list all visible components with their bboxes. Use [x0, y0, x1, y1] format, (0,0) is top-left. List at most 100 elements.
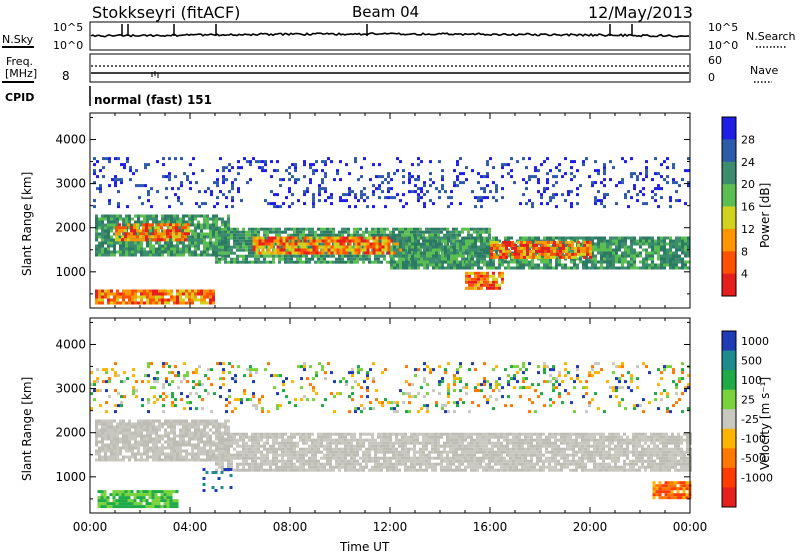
data-cell [236, 261, 239, 264]
data-cell [182, 423, 185, 426]
data-cell [170, 218, 173, 221]
data-cell [663, 237, 666, 240]
data-cell [101, 245, 104, 248]
data-cell [107, 423, 110, 426]
data-cell [633, 243, 636, 246]
data-cell [299, 457, 302, 460]
data-cell [278, 234, 281, 237]
data-cell [131, 302, 134, 305]
data-cell [215, 255, 218, 258]
data-cell [305, 460, 308, 463]
data-cell [290, 445, 293, 448]
data-cell [230, 228, 233, 231]
data-cell [200, 450, 203, 453]
data-cell [474, 252, 477, 255]
data-cell [170, 251, 173, 254]
data-cell [586, 244, 589, 247]
data-cell [350, 460, 353, 463]
data-cell [630, 249, 633, 252]
data-cell [287, 261, 290, 264]
data-cell [352, 240, 355, 243]
data-cell [125, 290, 128, 293]
data-cell [332, 433, 335, 436]
data-cell [227, 454, 230, 457]
data-cell [340, 252, 343, 255]
data-cell [118, 238, 121, 241]
data-cell [594, 255, 597, 258]
data-cell [218, 445, 221, 448]
data-cell [248, 231, 251, 234]
data-cell [441, 258, 444, 261]
data-cell [290, 463, 293, 466]
data-cell [176, 245, 179, 248]
data-cell [149, 423, 152, 426]
data-cell [245, 463, 248, 466]
data-cell [296, 445, 299, 448]
data-cell [382, 240, 385, 243]
data-cell [227, 255, 230, 258]
data-cell [184, 226, 187, 229]
data-cell [188, 293, 191, 296]
data-cell [561, 267, 564, 270]
data-cell [405, 258, 408, 261]
data-cell [321, 178, 324, 181]
data-cell [173, 456, 176, 459]
data-cell [417, 264, 420, 267]
data-cell [425, 228, 428, 231]
data-cell [344, 433, 347, 436]
data-cell [230, 454, 233, 457]
data-cell [565, 253, 568, 256]
data-cell [480, 205, 483, 208]
data-cell [496, 247, 499, 250]
data-cell [606, 258, 609, 261]
data-cell [423, 261, 426, 264]
data-cell [221, 448, 224, 451]
data-cell [459, 202, 462, 205]
data-cell [215, 246, 218, 249]
data-cell [385, 237, 388, 240]
data-cell [495, 237, 498, 240]
data-cell [681, 258, 684, 261]
data-cell [95, 245, 98, 248]
data-cell [248, 261, 251, 264]
data-cell [352, 237, 355, 240]
data-cell [378, 175, 381, 178]
data-cell [507, 163, 510, 166]
data-cell [609, 240, 612, 243]
data-cell [167, 293, 170, 296]
data-cell [224, 234, 227, 237]
data-cell [101, 290, 104, 293]
data-cell [483, 272, 486, 275]
data-cell [483, 187, 486, 190]
data-cell [555, 175, 558, 178]
data-cell [456, 243, 459, 246]
data-cell [158, 245, 161, 248]
data-cell [278, 469, 281, 472]
data-cell [263, 433, 266, 436]
data-cell [471, 281, 474, 284]
data-cell [523, 241, 526, 244]
data-cell [131, 423, 134, 426]
data-cell [490, 250, 493, 253]
data-cell [453, 252, 456, 255]
data-cell [116, 450, 119, 453]
data-cell [367, 243, 370, 246]
data-cell [600, 243, 603, 246]
data-cell [612, 249, 615, 252]
data-cell [95, 459, 98, 462]
data-cell [615, 267, 618, 270]
data-cell [164, 429, 167, 432]
data-cell [428, 231, 431, 234]
data-cell [353, 261, 356, 264]
data-cell [666, 181, 669, 184]
data-cell [432, 202, 435, 205]
data-cell [138, 184, 141, 187]
data-cell [320, 469, 323, 472]
data-cell [474, 272, 477, 275]
data-cell [514, 256, 517, 259]
data-cell [197, 254, 200, 257]
data-cell [200, 438, 203, 441]
data-cell [452, 228, 455, 231]
data-cell [248, 249, 251, 252]
data-cell [275, 439, 278, 442]
